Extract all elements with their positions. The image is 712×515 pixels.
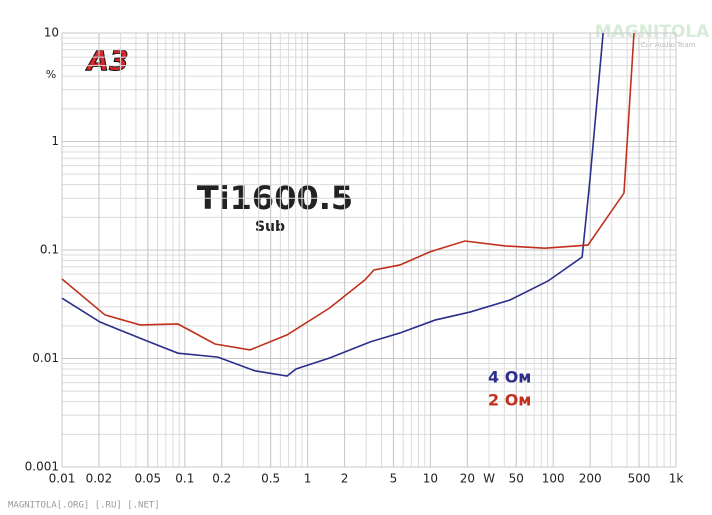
watermark: MAGNITOLA — [595, 22, 710, 42]
y-tick-label: 1 — [51, 134, 59, 148]
y-tick-label: 0.1 — [40, 243, 59, 257]
watermark-sub: Car Audio Team — [641, 41, 696, 49]
y-axis-label: % — [46, 68, 56, 81]
line-series — [61, 32, 604, 377]
y-tick-label: 0.01 — [32, 351, 59, 365]
legend-label: 2 Ом — [488, 391, 531, 410]
x-tick-label: 1k — [669, 472, 684, 486]
x-tick-label: 0.01 — [49, 472, 76, 486]
chart-subtitle: Sub — [255, 219, 285, 235]
logo: A3 — [85, 44, 128, 77]
y-tick-label: 0.001 — [25, 460, 59, 474]
y-tick-label: 10 — [44, 26, 59, 40]
x-tick-label: 0.1 — [175, 472, 194, 486]
legend-label: 4 Ом — [488, 368, 531, 387]
x-tick-label: 0.2 — [212, 472, 231, 486]
x-tick-label: 0.05 — [134, 472, 161, 486]
x-tick-label: 200 — [579, 472, 602, 486]
x-tick-label: 50 — [509, 472, 524, 486]
x-tick-label: 100 — [542, 472, 565, 486]
x-tick-label: 0.5 — [261, 472, 280, 486]
x-tick-label: 10 — [423, 472, 438, 486]
x-tick-label: 5 — [390, 472, 398, 486]
x-tick-label: 0.02 — [86, 472, 113, 486]
footer: MAGNITOLA[.ORG] [.RU] [.NET] — [8, 501, 160, 511]
x-axis-label: W — [483, 472, 495, 486]
x-tick-label: 2 — [341, 472, 349, 486]
x-tick-label: 20 — [460, 472, 475, 486]
x-tick-label: 500 — [628, 472, 651, 486]
x-tick-label: 1 — [304, 472, 312, 486]
line-series — [61, 32, 635, 351]
